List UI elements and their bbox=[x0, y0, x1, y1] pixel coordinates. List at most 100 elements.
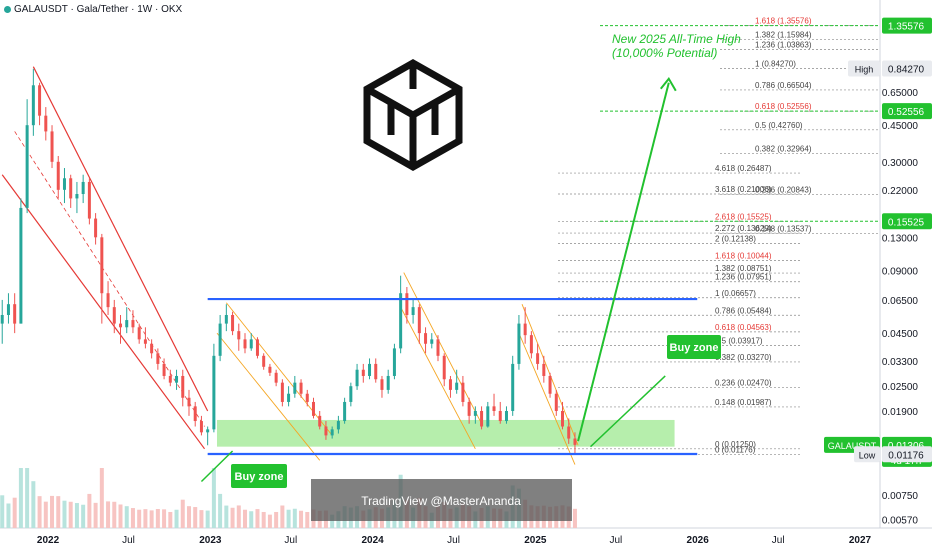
candle-body bbox=[567, 426, 571, 439]
buy-zone-right-label: Buy zone bbox=[670, 342, 719, 354]
fib-level-label: 0.5 (0.42760) bbox=[755, 121, 803, 130]
candle-body bbox=[573, 438, 577, 445]
fib-level-label: 4.618 (0.26487) bbox=[715, 164, 772, 173]
time-tick-label: Jul bbox=[772, 535, 785, 546]
candle-body bbox=[548, 375, 552, 394]
price-badge-value: 0.15525 bbox=[888, 217, 925, 228]
fib-level-label: 2.618 (0.15525) bbox=[715, 212, 772, 221]
price-tick-label: 0.03300 bbox=[882, 357, 919, 368]
volume-bar bbox=[56, 496, 61, 528]
channel-mid-line bbox=[14, 131, 205, 427]
fib-level-label: 0.786 (0.66504) bbox=[755, 81, 812, 90]
volume-bar bbox=[37, 496, 42, 528]
candle-body bbox=[430, 339, 434, 344]
price-badge-bg bbox=[882, 60, 932, 77]
buy-zone-area bbox=[216, 419, 675, 447]
gala-logo-inner bbox=[365, 63, 461, 167]
candle-body bbox=[467, 401, 471, 416]
symbol-header[interactable]: GALAUSDT · Gala/Tether · 1W · OKX bbox=[4, 4, 182, 15]
volume-bar bbox=[6, 503, 11, 528]
fib-level-label: 0.148 (0.13537) bbox=[755, 225, 812, 234]
volume-bar bbox=[25, 468, 30, 528]
candle-body bbox=[268, 366, 272, 373]
fib-level-label: 2.272 (0.13629) bbox=[715, 224, 772, 233]
time-tick-label: 2027 bbox=[849, 535, 872, 546]
candle-body bbox=[287, 393, 291, 402]
volume-bar bbox=[286, 509, 291, 528]
price-tick-label: 0.09000 bbox=[882, 267, 919, 278]
candle-body bbox=[343, 401, 347, 422]
volume-bar bbox=[199, 510, 204, 528]
volume-bar bbox=[299, 510, 304, 528]
volume-bar bbox=[143, 509, 148, 528]
price-tick-label: 0.30000 bbox=[882, 158, 919, 169]
candle-body bbox=[561, 410, 565, 427]
candle-body bbox=[523, 323, 527, 336]
candle-body bbox=[187, 397, 191, 407]
candle-body bbox=[386, 375, 390, 390]
candle-body bbox=[504, 410, 508, 422]
time-tick-label: Jul bbox=[609, 535, 622, 546]
candle-body bbox=[436, 339, 440, 356]
candle-body bbox=[349, 386, 353, 402]
price-tick-label: 0.00570 bbox=[882, 516, 919, 527]
candle-body bbox=[486, 406, 490, 427]
price-tick-label: 0.04500 bbox=[882, 329, 919, 340]
volume-bar bbox=[130, 508, 135, 528]
volume-bar bbox=[137, 509, 142, 528]
time-tick-label: Jul bbox=[447, 535, 460, 546]
buy-zone-left-bg bbox=[231, 464, 287, 488]
candle-body bbox=[336, 421, 340, 430]
candle-body bbox=[56, 161, 60, 190]
volume-bar bbox=[68, 501, 73, 528]
candle-body bbox=[411, 307, 415, 316]
volume-bar bbox=[280, 505, 285, 528]
fib-level-label: 1.236 (0.07951) bbox=[715, 273, 772, 282]
volume-bar bbox=[43, 501, 48, 528]
price-tick-label: 0.01900 bbox=[882, 407, 919, 418]
volume-bar bbox=[243, 509, 248, 528]
orange-channel-line bbox=[216, 332, 321, 461]
candle-body bbox=[181, 375, 185, 398]
fib-level-label: 0.236 (0.02470) bbox=[715, 378, 772, 387]
buy-zone-left-label: Buy zone bbox=[235, 471, 284, 483]
candle-body bbox=[293, 382, 297, 394]
watermark-text: TradingView @MasterAnanda bbox=[361, 494, 521, 508]
candle-body bbox=[162, 363, 166, 376]
candle-body bbox=[305, 393, 309, 402]
price-tick-label: 0.00750 bbox=[882, 491, 919, 502]
fib-level-label: 1.236 (1.03863) bbox=[755, 41, 812, 50]
price-badge-value: 0.01176 bbox=[888, 450, 924, 461]
candle-body bbox=[554, 393, 558, 411]
volume-bar bbox=[230, 507, 235, 528]
time-tick-label: 2023 bbox=[199, 535, 222, 546]
fib-level-label: 0 (0.01250) bbox=[715, 440, 756, 449]
volume-bar bbox=[224, 505, 229, 528]
fib-level-label: 0.382 (0.32964) bbox=[755, 144, 812, 153]
volume-bar bbox=[330, 514, 335, 528]
candle-body bbox=[461, 382, 465, 402]
time-tick-label: 2022 bbox=[37, 535, 60, 546]
fib-level-label: 2 (0.12138) bbox=[715, 235, 756, 244]
volume-bar bbox=[186, 506, 191, 528]
channel-bottom-line bbox=[1, 174, 206, 450]
candle-body bbox=[280, 382, 284, 402]
candle-body bbox=[25, 125, 29, 208]
time-tick-label: Jul bbox=[284, 535, 297, 546]
fib-level-label: 0.236 (0.20843) bbox=[755, 186, 812, 195]
price-badge-value: 1.35576 bbox=[888, 22, 925, 33]
orange-channel-line bbox=[518, 332, 576, 465]
price-badge-bg bbox=[882, 103, 932, 120]
buy-zone-right-bg bbox=[667, 335, 721, 359]
candle-body bbox=[106, 293, 110, 308]
fib-level-label: 0.382 (0.03270) bbox=[715, 353, 772, 362]
fib-level-label: 0.786 (0.05484) bbox=[715, 306, 772, 315]
candle-body bbox=[69, 178, 73, 199]
candle-body bbox=[112, 307, 116, 324]
candle-body bbox=[374, 363, 378, 380]
candle-body bbox=[6, 304, 10, 316]
fib-level-label: 0.618 (0.04563) bbox=[715, 323, 772, 332]
candle-body bbox=[448, 379, 452, 390]
candle-body bbox=[62, 178, 66, 190]
